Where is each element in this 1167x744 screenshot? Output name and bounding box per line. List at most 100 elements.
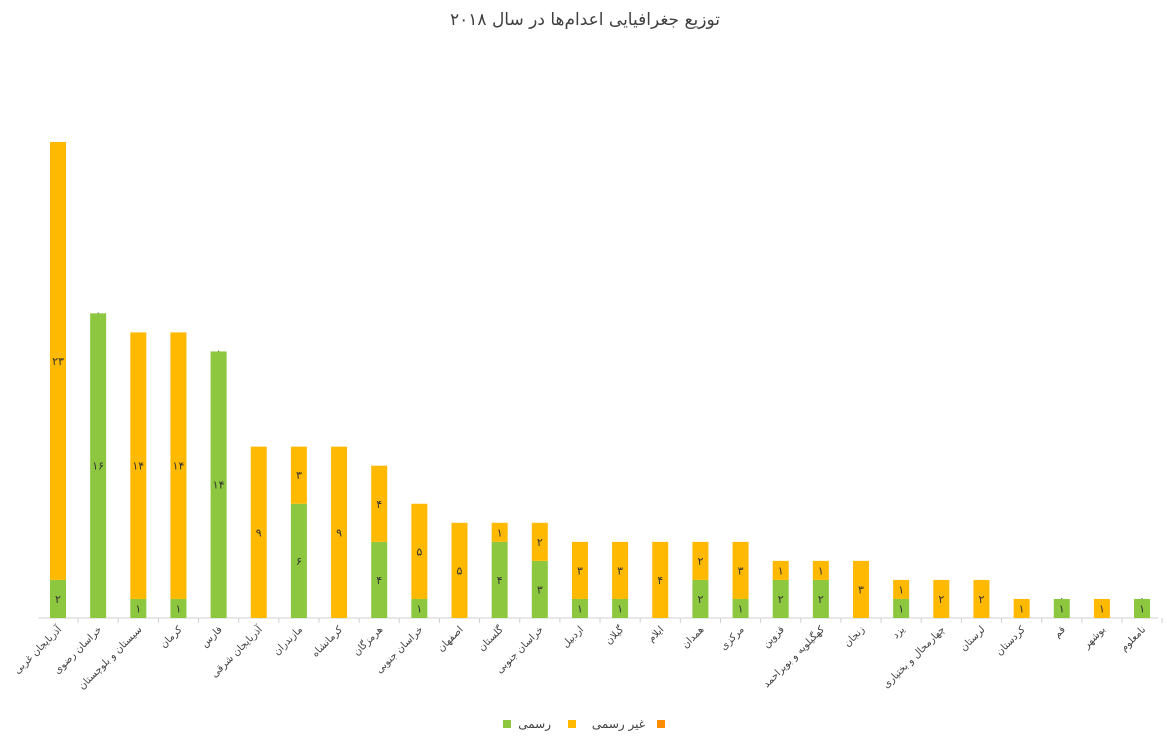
bar-segment-official	[531, 560, 548, 618]
total-label: ۰	[1060, 594, 1064, 603]
bar-segment-official	[290, 503, 307, 618]
bar-segment-unofficial	[170, 332, 187, 599]
bar-segment-official	[893, 598, 910, 618]
bar-segment-unofficial	[853, 560, 869, 618]
data-label: ۲	[697, 555, 703, 568]
data-label: ۵	[457, 564, 463, 577]
bar-segment-official	[1053, 598, 1070, 618]
bar-segment-unofficial	[692, 541, 709, 580]
legend-swatch	[568, 720, 576, 728]
bar-segment-unofficial	[612, 541, 629, 599]
data-label: ۳	[617, 564, 623, 577]
category-label: همدان	[680, 624, 706, 650]
data-label: ۶	[296, 555, 302, 568]
bars-group: ۲۲۳۱۶۰۱۱۴۱۱۴۱۴۰۹۶۳۹۴۴۱۵۵۴۱۳۲۱۳۱۳۴۲۲۱۳۲۱۲…	[50, 142, 1163, 623]
data-label: ۲	[55, 593, 61, 606]
bar-segment-unofficial	[893, 579, 910, 599]
data-label: ۴	[376, 574, 382, 587]
bar-segment-unofficial	[973, 579, 990, 618]
data-label: ۳	[738, 564, 744, 577]
total-label: ۰	[216, 346, 220, 355]
bar-segment-official	[210, 351, 227, 618]
category-label: ایلام	[646, 624, 666, 644]
bar-segment-official	[130, 598, 147, 618]
data-label: ۴	[497, 574, 503, 587]
bar-segment-official	[692, 579, 709, 618]
bar-segment-unofficial	[571, 541, 588, 599]
data-label: ۲	[778, 593, 784, 606]
total-label: ۰	[96, 308, 100, 317]
legend: رسمی غیر رسمی	[503, 717, 665, 732]
bar-segment-official	[411, 598, 428, 618]
bar-segment-unofficial	[491, 522, 508, 542]
bar-segment-unofficial	[732, 541, 749, 599]
data-label: ۱	[416, 602, 422, 615]
legend-label: غیر رسمی	[592, 717, 645, 732]
data-label: ۱	[818, 564, 824, 577]
bar-segment-official	[1134, 598, 1151, 618]
bar-segment-official	[571, 598, 588, 618]
data-label: ۱۴	[132, 460, 144, 473]
category-label: مرکزی	[718, 624, 746, 652]
category-label: هرمزگان	[351, 624, 386, 659]
category-label: کرمان	[158, 624, 184, 650]
bar-segment-unofficial	[531, 522, 548, 561]
data-label: ۲	[537, 536, 543, 549]
data-label: ۱۶	[92, 460, 104, 473]
data-label: ۱۴	[173, 460, 185, 473]
chart-title: توزیع جغرافیایی اعدام‌ها در سال ۲۰۱۸	[450, 10, 720, 30]
data-label: ۲	[818, 593, 824, 606]
legend-swatch	[503, 720, 511, 728]
bar-segment-unofficial	[371, 465, 388, 542]
category-label: گیلان	[603, 623, 627, 647]
data-label: ۱	[497, 526, 503, 539]
data-label: ۲۳	[52, 355, 64, 368]
data-label: ۱	[617, 602, 623, 615]
bar-segment-unofficial	[130, 332, 147, 599]
category-label: اصفهان	[436, 624, 466, 654]
bar-segment-unofficial	[50, 142, 66, 580]
data-label: ۳	[858, 583, 864, 596]
bar-segment-unofficial	[290, 446, 307, 504]
legend-swatch	[657, 720, 665, 728]
data-label: ۱	[1099, 602, 1105, 615]
data-label: ۹	[336, 526, 342, 539]
data-label: ۱	[1019, 602, 1025, 615]
data-label: ۱	[898, 602, 904, 615]
data-label: ۱	[1139, 602, 1145, 615]
bar-segment-unofficial	[812, 560, 829, 580]
data-label: ۱	[135, 602, 141, 615]
bar-segment-unofficial	[772, 560, 789, 580]
bar-segment-unofficial	[331, 446, 348, 618]
bar-segment-unofficial	[1093, 598, 1110, 618]
data-label: ۱۴	[213, 479, 225, 492]
category-label: فارس	[199, 624, 225, 650]
data-label: ۳	[296, 469, 302, 482]
bar-segment-official	[612, 598, 629, 618]
data-label: ۲	[938, 593, 944, 606]
category-label: یزد	[890, 624, 907, 641]
bar-segment-unofficial	[1013, 598, 1030, 618]
bar-segment-official	[371, 541, 388, 618]
bar-segment-unofficial	[411, 503, 428, 599]
data-label: ۵	[416, 545, 422, 558]
category-label: نامعلوم	[1119, 624, 1148, 653]
data-label: ۱	[738, 602, 744, 615]
data-label: ۲	[978, 593, 984, 606]
bar-segment-official	[772, 579, 789, 618]
bar-segment-unofficial	[933, 579, 950, 618]
category-label: مازندران	[272, 624, 305, 657]
legend-label: رسمی	[518, 717, 551, 732]
bar-segment-official	[732, 598, 749, 618]
bar-segment-official	[90, 313, 107, 618]
category-label: گلستان	[476, 623, 506, 653]
bar-segment-unofficial	[652, 541, 669, 618]
data-label: ۱	[898, 583, 904, 596]
bar-segment-unofficial	[250, 446, 267, 618]
bar-segment-official	[812, 579, 829, 618]
category-label: قزوین	[761, 624, 787, 650]
total-label: ۰	[1140, 594, 1144, 603]
data-label: ۱	[577, 602, 583, 615]
